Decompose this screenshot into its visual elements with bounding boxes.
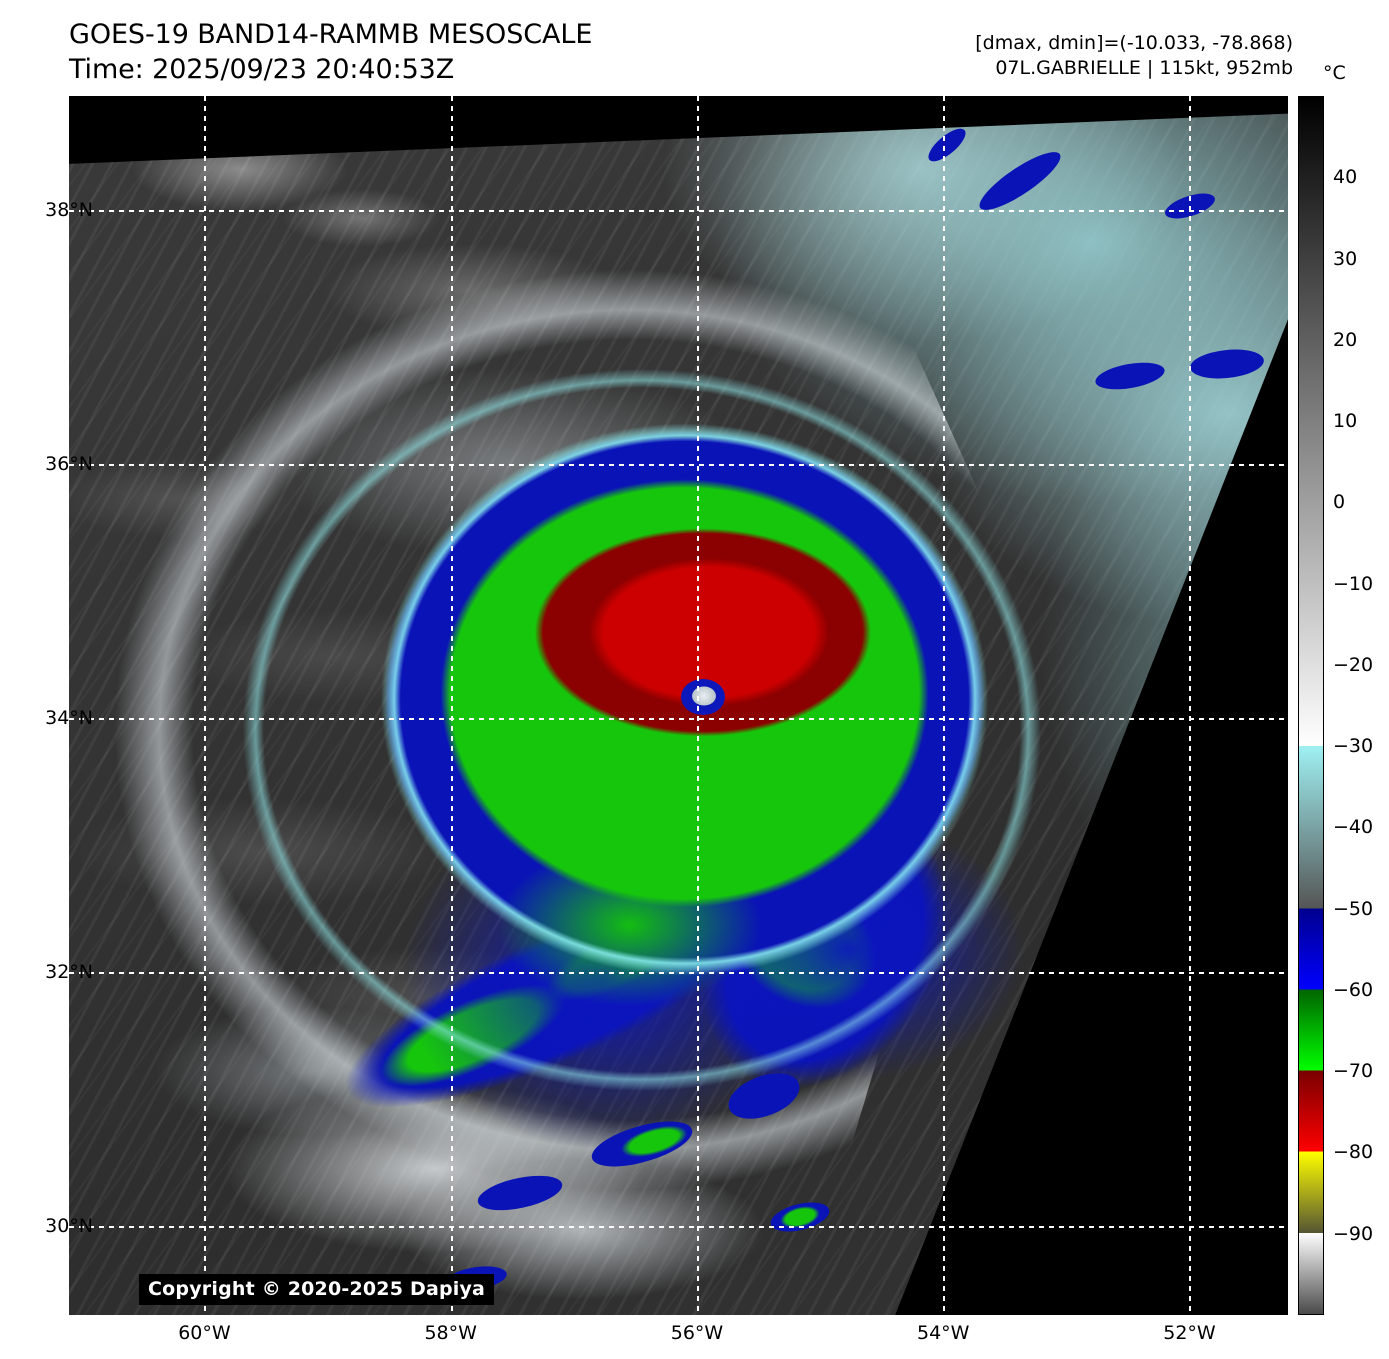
gridline-lat — [69, 210, 1288, 213]
colorbar-tick-label: 0 — [1333, 491, 1346, 514]
lon-tick-label: 54°W — [916, 1322, 970, 1344]
colorbar-tick-label: −20 — [1333, 653, 1374, 676]
copyright-watermark: Copyright © 2020-2025 Dapiya — [139, 1274, 495, 1305]
satellite-image-plot[interactable]: Copyright © 2020-2025 Dapiya — [69, 96, 1288, 1315]
colorbar-tick-label: 20 — [1333, 328, 1358, 351]
colorbar-tick-label: −40 — [1333, 816, 1374, 839]
colorbar-tick-label: −90 — [1333, 1222, 1374, 1245]
lat-tick-label: 38°N — [45, 199, 93, 222]
colorbar-tick-label: 10 — [1333, 410, 1358, 433]
lat-tick-label: 32°N — [45, 961, 93, 984]
colorbar-tick-label: −70 — [1333, 1060, 1374, 1083]
hurricane-eye — [692, 686, 717, 706]
storm-readout: 07L.GABRIELLE | 115kt, 952mb — [995, 56, 1293, 79]
gridline-lon — [943, 96, 946, 1315]
gridline-lat — [69, 718, 1288, 721]
colorbar-tick-label: −60 — [1333, 978, 1374, 1001]
gridline-lon — [450, 96, 453, 1315]
gridline-lon — [204, 96, 207, 1315]
colorbar-tick-label: 30 — [1333, 247, 1358, 270]
lat-tick-label: 34°N — [45, 707, 93, 730]
colorbar-tick-label: −30 — [1333, 735, 1374, 758]
header-meta-block: [dmax, dmin]=(-10.033, -78.868) 07L.GABR… — [975, 31, 1293, 80]
header-title-block: GOES-19 BAND14-RAMMB MESOSCALE Time: 202… — [69, 18, 592, 87]
gridline-lat — [69, 1226, 1288, 1229]
colorbar-tick-label: −50 — [1333, 897, 1374, 920]
lon-tick-label: 52°W — [1163, 1322, 1216, 1344]
lon-tick-label: 60°W — [178, 1322, 231, 1344]
lat-tick-label: 30°N — [45, 1215, 93, 1238]
gridline-lon — [696, 96, 699, 1315]
dminmax-readout: [dmax, dmin]=(-10.033, -78.868) — [975, 32, 1293, 54]
gridline-lat — [69, 972, 1288, 975]
temperature-colorbar[interactable] — [1298, 96, 1324, 1315]
lon-tick-label: 56°W — [670, 1322, 724, 1344]
colorbar-tick-label: −80 — [1333, 1141, 1374, 1164]
colorbar-unit-label: °C — [1323, 62, 1346, 84]
satellite-imagery — [69, 96, 1288, 1315]
gridline-lat — [69, 464, 1288, 467]
page-title: GOES-19 BAND14-RAMMB MESOSCALE — [69, 19, 593, 50]
timestamp: Time: 2025/09/23 20:40:53Z — [69, 53, 455, 85]
colorbar-tick-label: −10 — [1333, 572, 1374, 595]
colorbar-gradient — [1299, 97, 1323, 1314]
lat-tick-label: 36°N — [45, 453, 93, 476]
gridline-lon — [1189, 96, 1192, 1315]
colorbar-tick-label: 40 — [1333, 166, 1358, 189]
lon-tick-label: 58°W — [424, 1322, 477, 1344]
